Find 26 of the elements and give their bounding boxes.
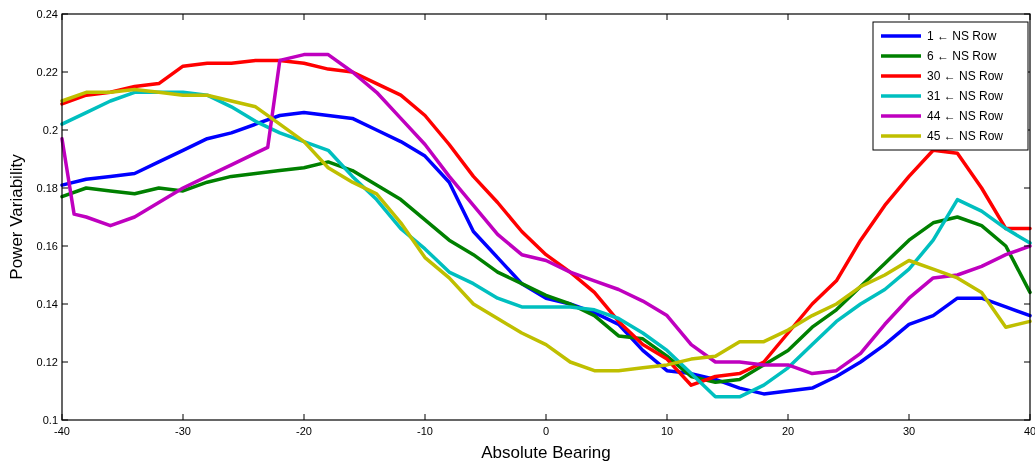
- y-tick-label: 0.1: [42, 414, 58, 426]
- y-tick-label: 0.16: [36, 240, 58, 252]
- legend-label: 31 ← NS Row: [927, 89, 1004, 103]
- legend-label: 6 ← NS Row: [927, 49, 997, 63]
- x-tick-label: 30: [902, 425, 916, 437]
- x-tick-label: 10: [660, 425, 674, 437]
- y-tick-label: 0.18: [36, 182, 58, 194]
- x-tick-label: 40: [1023, 425, 1035, 437]
- y-tick-label: 0.24: [36, 8, 58, 20]
- x-tick-label: -20: [296, 425, 312, 437]
- x-axis-title: Absolute Bearing: [481, 443, 611, 462]
- legend-label: 45 ← NS Row: [927, 129, 1004, 143]
- y-tick-label: 0.14: [36, 298, 58, 310]
- legend-label: 30 ← NS Row: [927, 69, 1004, 83]
- x-tick-label: -30: [175, 425, 191, 437]
- x-tick-label: 0: [542, 425, 550, 437]
- x-tick-label: -40: [54, 425, 70, 437]
- x-tick-label: 20: [781, 425, 795, 437]
- line-series: [60, 160, 1032, 385]
- y-tick-label: 0.2: [42, 124, 58, 136]
- y-axis-title: Power Variability: [7, 153, 26, 280]
- legend-label: 1 ← NS Row: [927, 29, 997, 43]
- y-tick-label: 0.12: [36, 356, 58, 368]
- x-tick-label: -10: [417, 425, 433, 437]
- y-tick-label: 0.22: [36, 66, 58, 78]
- legend-label: 44 ← NS Row: [927, 109, 1004, 123]
